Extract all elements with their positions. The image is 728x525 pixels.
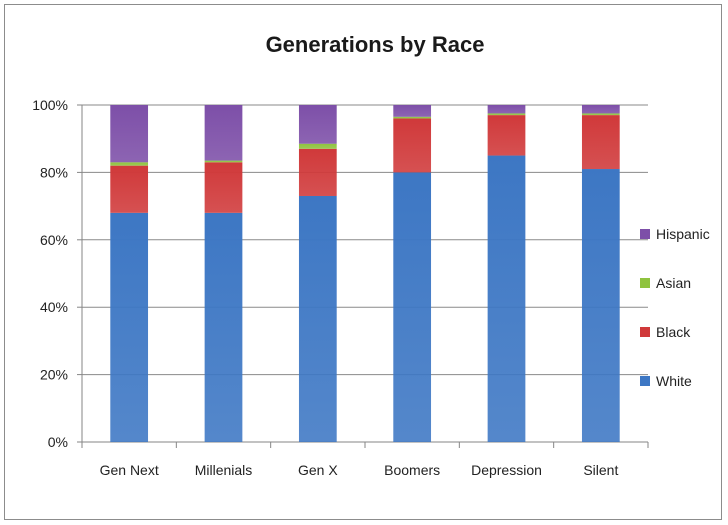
bar-hispanic-silent	[581, 105, 620, 114]
bar-black-millenials	[204, 162, 243, 213]
bar-hispanic-depression	[487, 105, 526, 114]
legend-swatch-asian	[640, 278, 650, 288]
y-tick-label: 80%	[40, 164, 68, 180]
chart-title: Generations by Race	[266, 32, 485, 57]
bar-asian-silent	[581, 113, 620, 116]
y-tick-label: 20%	[40, 367, 68, 383]
bars	[110, 105, 620, 443]
legend-label-asian: Asian	[656, 275, 691, 291]
x-tick-label: Boomers	[384, 462, 440, 478]
legend-swatch-black	[640, 327, 650, 337]
bar-black-gen-x	[298, 148, 337, 196]
legend-label-black: Black	[656, 324, 691, 340]
bar-black-gen-next	[110, 165, 149, 213]
legend-swatch-white	[640, 376, 650, 386]
bar-black-depression	[487, 115, 526, 156]
y-tick-label: 100%	[32, 97, 68, 113]
x-tick-label: Gen X	[298, 462, 338, 478]
axes: 0% 20% 40% 60% 80% 100% Gen Next Millenials Gen …	[32, 97, 649, 478]
bar-white-depression	[487, 155, 526, 443]
bar-asian-boomers	[393, 116, 432, 119]
bar-hispanic-boomers	[393, 105, 432, 117]
legend: Hispanic Asian Black White	[640, 226, 710, 389]
bar-white-gen-x	[298, 195, 337, 442]
y-tick-label: 60%	[40, 232, 68, 248]
legend-label-hispanic: Hispanic	[656, 226, 710, 242]
bar-white-silent	[581, 169, 620, 442]
legend-swatch-hispanic	[640, 229, 650, 239]
x-tick-label: Gen Next	[100, 462, 159, 478]
bar-asian-gen-next	[110, 162, 149, 166]
x-tick-label: Silent	[583, 462, 618, 478]
bar-asian-millenials	[204, 160, 243, 163]
bar-asian-gen-x	[298, 143, 337, 149]
bar-hispanic-millenials	[204, 105, 243, 161]
x-tick-label: Millenials	[195, 462, 253, 478]
bar-white-millenials	[204, 212, 243, 442]
gridlines	[82, 104, 648, 443]
y-tick-label: 0%	[48, 434, 68, 450]
bar-asian-depression	[487, 113, 526, 116]
legend-label-white: White	[656, 373, 692, 389]
bar-white-gen-next	[110, 212, 149, 442]
bar-white-boomers	[393, 172, 432, 442]
bar-black-boomers	[393, 118, 432, 173]
x-tick-label: Depression	[471, 462, 542, 478]
y-tick-label: 40%	[40, 299, 68, 315]
bar-hispanic-gen-x	[298, 105, 337, 144]
bar-black-silent	[581, 115, 620, 170]
bar-hispanic-gen-next	[110, 105, 149, 163]
